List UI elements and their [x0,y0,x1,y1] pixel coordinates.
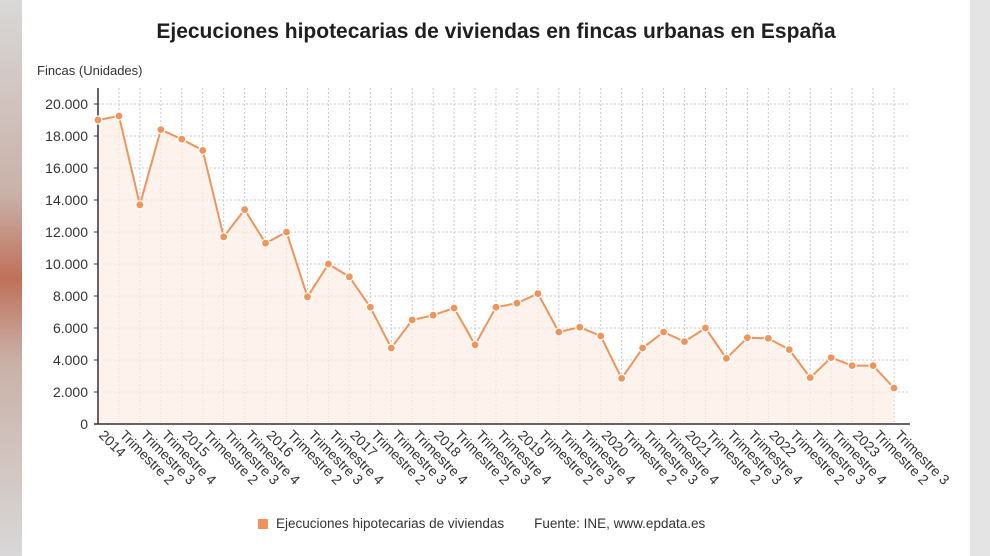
data-point[interactable] [638,343,648,353]
data-point[interactable] [240,205,250,215]
y-tick-label: 8.000 [53,288,88,304]
y-tick-label: 10.000 [45,256,88,272]
data-point[interactable] [156,125,166,135]
data-point[interactable] [470,340,480,350]
data-point[interactable] [658,327,669,337]
area-fill-layer [98,116,894,424]
data-point[interactable] [784,345,794,355]
data-point[interactable] [742,333,752,343]
data-point[interactable] [344,272,354,282]
data-points [93,111,899,393]
data-point[interactable] [868,361,878,371]
data-point[interactable] [847,361,857,371]
data-point[interactable] [386,343,396,353]
data-point[interactable] [805,373,815,383]
data-point[interactable] [617,373,627,383]
data-point[interactable] [491,302,501,312]
data-point[interactable] [323,259,334,269]
legend: Ejecuciones hipotecarias de viviendas Fu… [258,516,705,531]
y-tick-label: 0 [80,416,88,432]
y-tick-label: 12.000 [45,224,88,240]
data-point[interactable] [679,337,690,347]
y-axis-label: Fincas (Unidades) [37,63,143,78]
data-point[interactable] [575,322,585,332]
data-point[interactable] [763,333,773,343]
y-tick-label: 6.000 [53,320,88,336]
chart-card: Ejecuciones hipotecarias de viviendas en… [22,0,970,556]
data-point[interactable] [889,383,899,393]
y-tick-label: 4.000 [53,352,88,368]
data-point[interactable] [302,292,313,302]
y-tick-labels: 0 2.000 4.000 6.000 8.000 10.000 12.000 14.000 1… [45,96,98,432]
data-point[interactable] [93,115,103,125]
y-tick-label: 16.000 [45,160,88,176]
legend-swatch [258,518,268,529]
y-tick-label: 14.000 [45,192,88,208]
data-point[interactable] [177,134,187,144]
background-edge-left [0,0,22,556]
y-tick-label: 18.000 [45,128,88,144]
data-point[interactable] [281,227,292,237]
y-tick-label: 2.000 [53,384,88,400]
line-chart: 0 2.000 4.000 6.000 8.000 10.000 12.000 14.000 1… [37,63,953,488]
source-text: Fuente: INE, www.epdata.es [534,516,706,531]
data-point[interactable] [407,315,417,325]
data-point[interactable] [198,145,208,155]
data-point[interactable] [449,303,459,313]
data-point[interactable] [700,323,711,333]
data-point[interactable] [135,200,145,210]
data-point[interactable] [533,289,543,299]
data-point[interactable] [826,353,836,363]
data-point[interactable] [428,310,438,320]
data-point[interactable] [219,232,229,242]
data-point[interactable] [721,353,732,363]
background-edge-right [970,0,990,556]
data-point[interactable] [596,331,606,341]
legend-label: Ejecuciones hipotecarias de viviendas [276,516,505,531]
data-point[interactable] [554,327,564,337]
axes [94,88,910,425]
data-point[interactable] [114,111,124,121]
series-area [98,116,894,424]
data-point[interactable] [260,238,271,248]
chart-title: Ejecuciones hipotecarias de viviendas en… [156,20,836,43]
data-point[interactable] [365,302,375,312]
data-point[interactable] [512,298,522,308]
y-tick-label: 20.000 [45,96,88,112]
